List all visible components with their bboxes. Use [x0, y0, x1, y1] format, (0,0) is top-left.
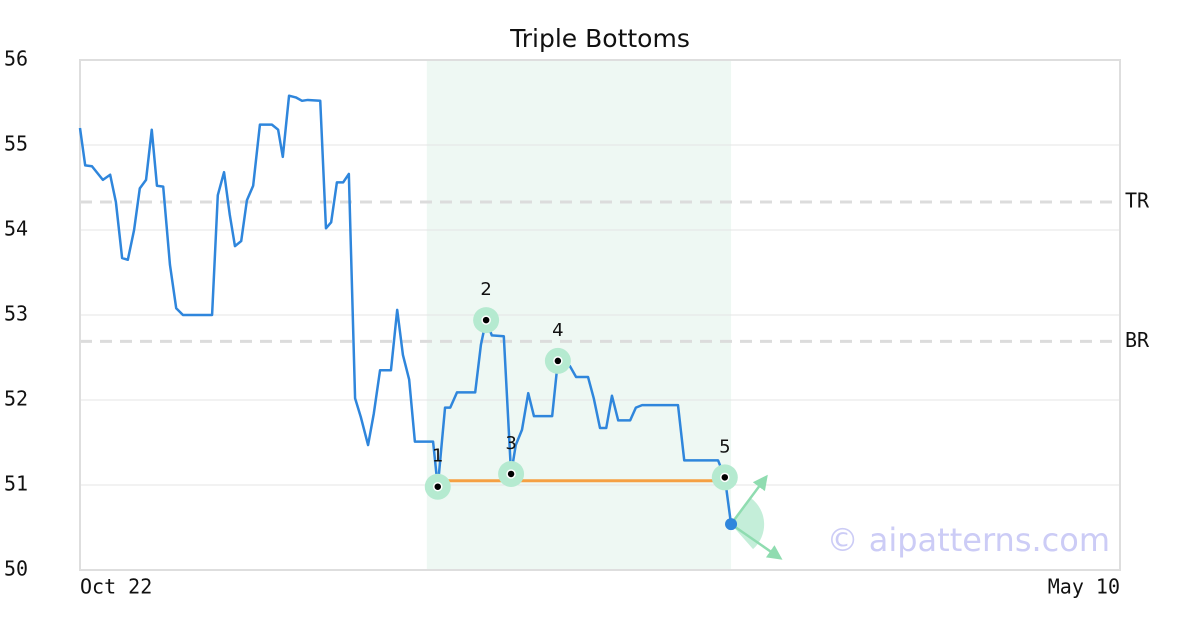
watermark: © aipatterns.com	[827, 521, 1110, 559]
plot-frame	[79, 59, 1121, 571]
x-tick-label: Oct 22	[80, 575, 152, 599]
y-tick-label: 51	[4, 472, 28, 496]
pivot-point	[433, 481, 443, 492]
pivot-point	[506, 469, 516, 479]
pivot-point	[720, 472, 730, 483]
price-line	[78, 94, 733, 525]
projection-arrow	[730, 523, 783, 560]
y-tick-label: 52	[4, 387, 28, 411]
y-tick-label: 54	[4, 217, 28, 241]
last-point	[725, 518, 738, 531]
projection-wedge	[731, 498, 765, 550]
y-tick-label: 53	[4, 302, 28, 326]
pivot-point	[481, 315, 491, 325]
chart-title: Triple Bottoms	[509, 24, 690, 53]
pivot-label: 1	[432, 446, 443, 467]
pivot-label: 3	[505, 433, 516, 454]
x-tick-label: May 10	[1048, 575, 1120, 599]
pivot-label: 5	[719, 436, 730, 457]
level-label: TR	[1125, 188, 1150, 212]
level-label: BR	[1125, 328, 1150, 352]
projection-arrow	[730, 474, 768, 525]
y-tick-label: 50	[4, 557, 28, 581]
pivot-point	[553, 356, 563, 366]
pivot-label: 2	[480, 279, 491, 300]
y-tick-label: 55	[4, 132, 28, 156]
y-tick-label: 56	[4, 47, 28, 71]
pivot-label: 4	[552, 320, 563, 341]
